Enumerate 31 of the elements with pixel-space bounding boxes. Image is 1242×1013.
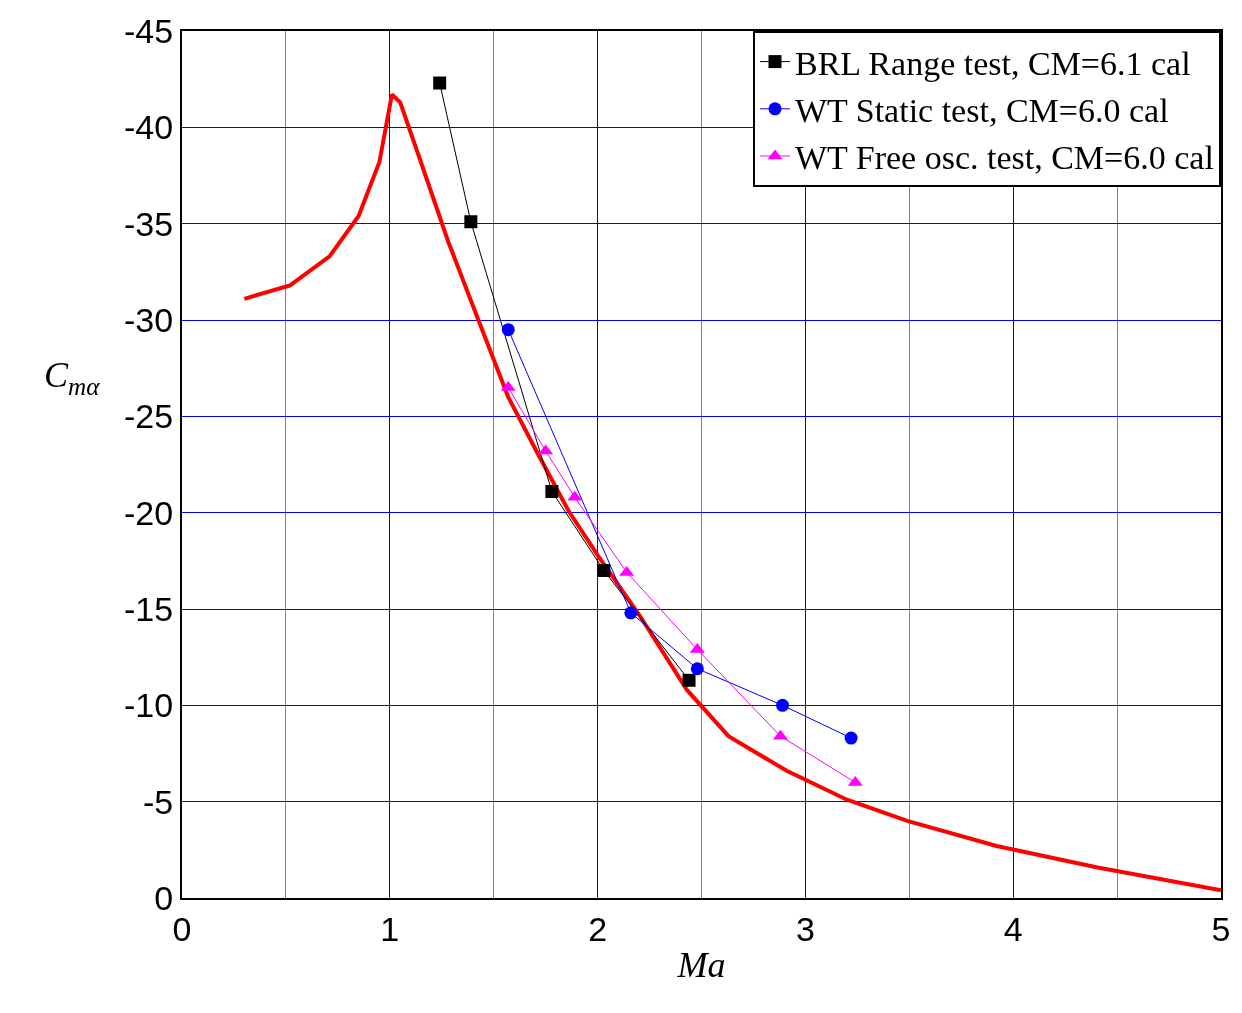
y-tick-label: -20 (124, 493, 174, 532)
y-tick-label: 0 (154, 878, 174, 917)
y-axis-title: C$_{mα}$ (44, 355, 101, 400)
point (624, 606, 638, 620)
point (597, 563, 611, 577)
point (844, 731, 858, 745)
legend-label: WT Static test, CM=6.0 cal (795, 92, 1169, 130)
point (690, 662, 704, 676)
legend-label: WT Free osc. test, CM=6.0 cal (795, 139, 1214, 177)
point (501, 323, 515, 337)
x-tick-label: 2 (588, 909, 608, 948)
point (776, 698, 790, 712)
x-tick-label: 1 (380, 909, 400, 948)
x-tick-label: 3 (795, 909, 815, 948)
y-tick-label: -30 (124, 300, 174, 339)
y-tick-label: -45 (124, 11, 174, 50)
y-tick-label: -35 (124, 204, 174, 243)
legend-label: BRL Range test, CM=6.1 cal (795, 44, 1191, 82)
point (464, 215, 478, 229)
x-axis-title: Ma (676, 945, 726, 985)
point (545, 484, 559, 498)
line-series (242, 92, 1221, 893)
point (682, 673, 696, 687)
y-tick-label: -10 (124, 686, 174, 725)
y-tick-label: -15 (124, 589, 174, 628)
x-tick-label: 4 (1003, 909, 1023, 948)
y-tick-label: -40 (124, 108, 174, 147)
y-tick-label: -5 (142, 782, 174, 821)
y-tick-label: -25 (124, 397, 174, 436)
point (433, 76, 447, 90)
x-tick-label: 5 (1211, 909, 1231, 948)
